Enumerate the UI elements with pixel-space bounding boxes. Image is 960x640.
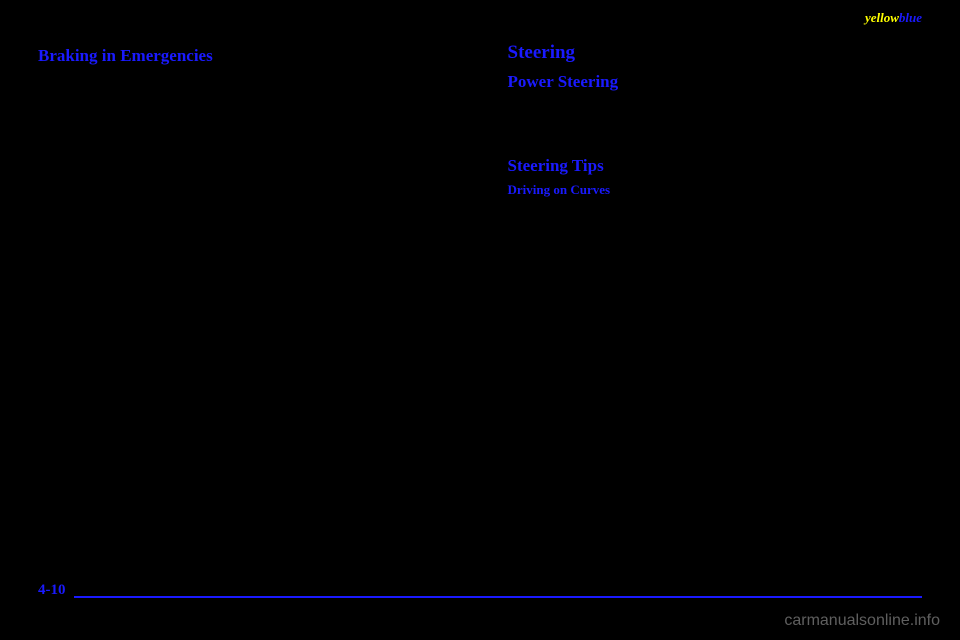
page-number: 4-10 xyxy=(38,582,74,599)
right-heading-steering: Steering xyxy=(508,42,923,64)
right-heading-steering-tips: Steering Tips xyxy=(508,156,923,176)
page-content: Braking in Emergencies Steering Power St… xyxy=(0,0,960,202)
watermark: carmanualsonline.info xyxy=(784,612,940,630)
spacer xyxy=(508,116,923,134)
header-yellow-text: yellow xyxy=(865,10,899,25)
header-blue-text: blue xyxy=(899,10,922,25)
left-heading-braking: Braking in Emergencies xyxy=(38,46,453,66)
header-tag: yellowblue xyxy=(865,10,922,26)
spacer xyxy=(508,98,923,116)
footer: 4-10 xyxy=(38,596,922,602)
right-column: Steering Power Steering Steering Tips Dr… xyxy=(498,42,923,202)
spacer xyxy=(508,134,923,152)
right-heading-power-steering: Power Steering xyxy=(508,72,923,92)
right-heading-driving-curves: Driving on Curves xyxy=(508,182,923,198)
left-column: Braking in Emergencies xyxy=(38,42,468,202)
